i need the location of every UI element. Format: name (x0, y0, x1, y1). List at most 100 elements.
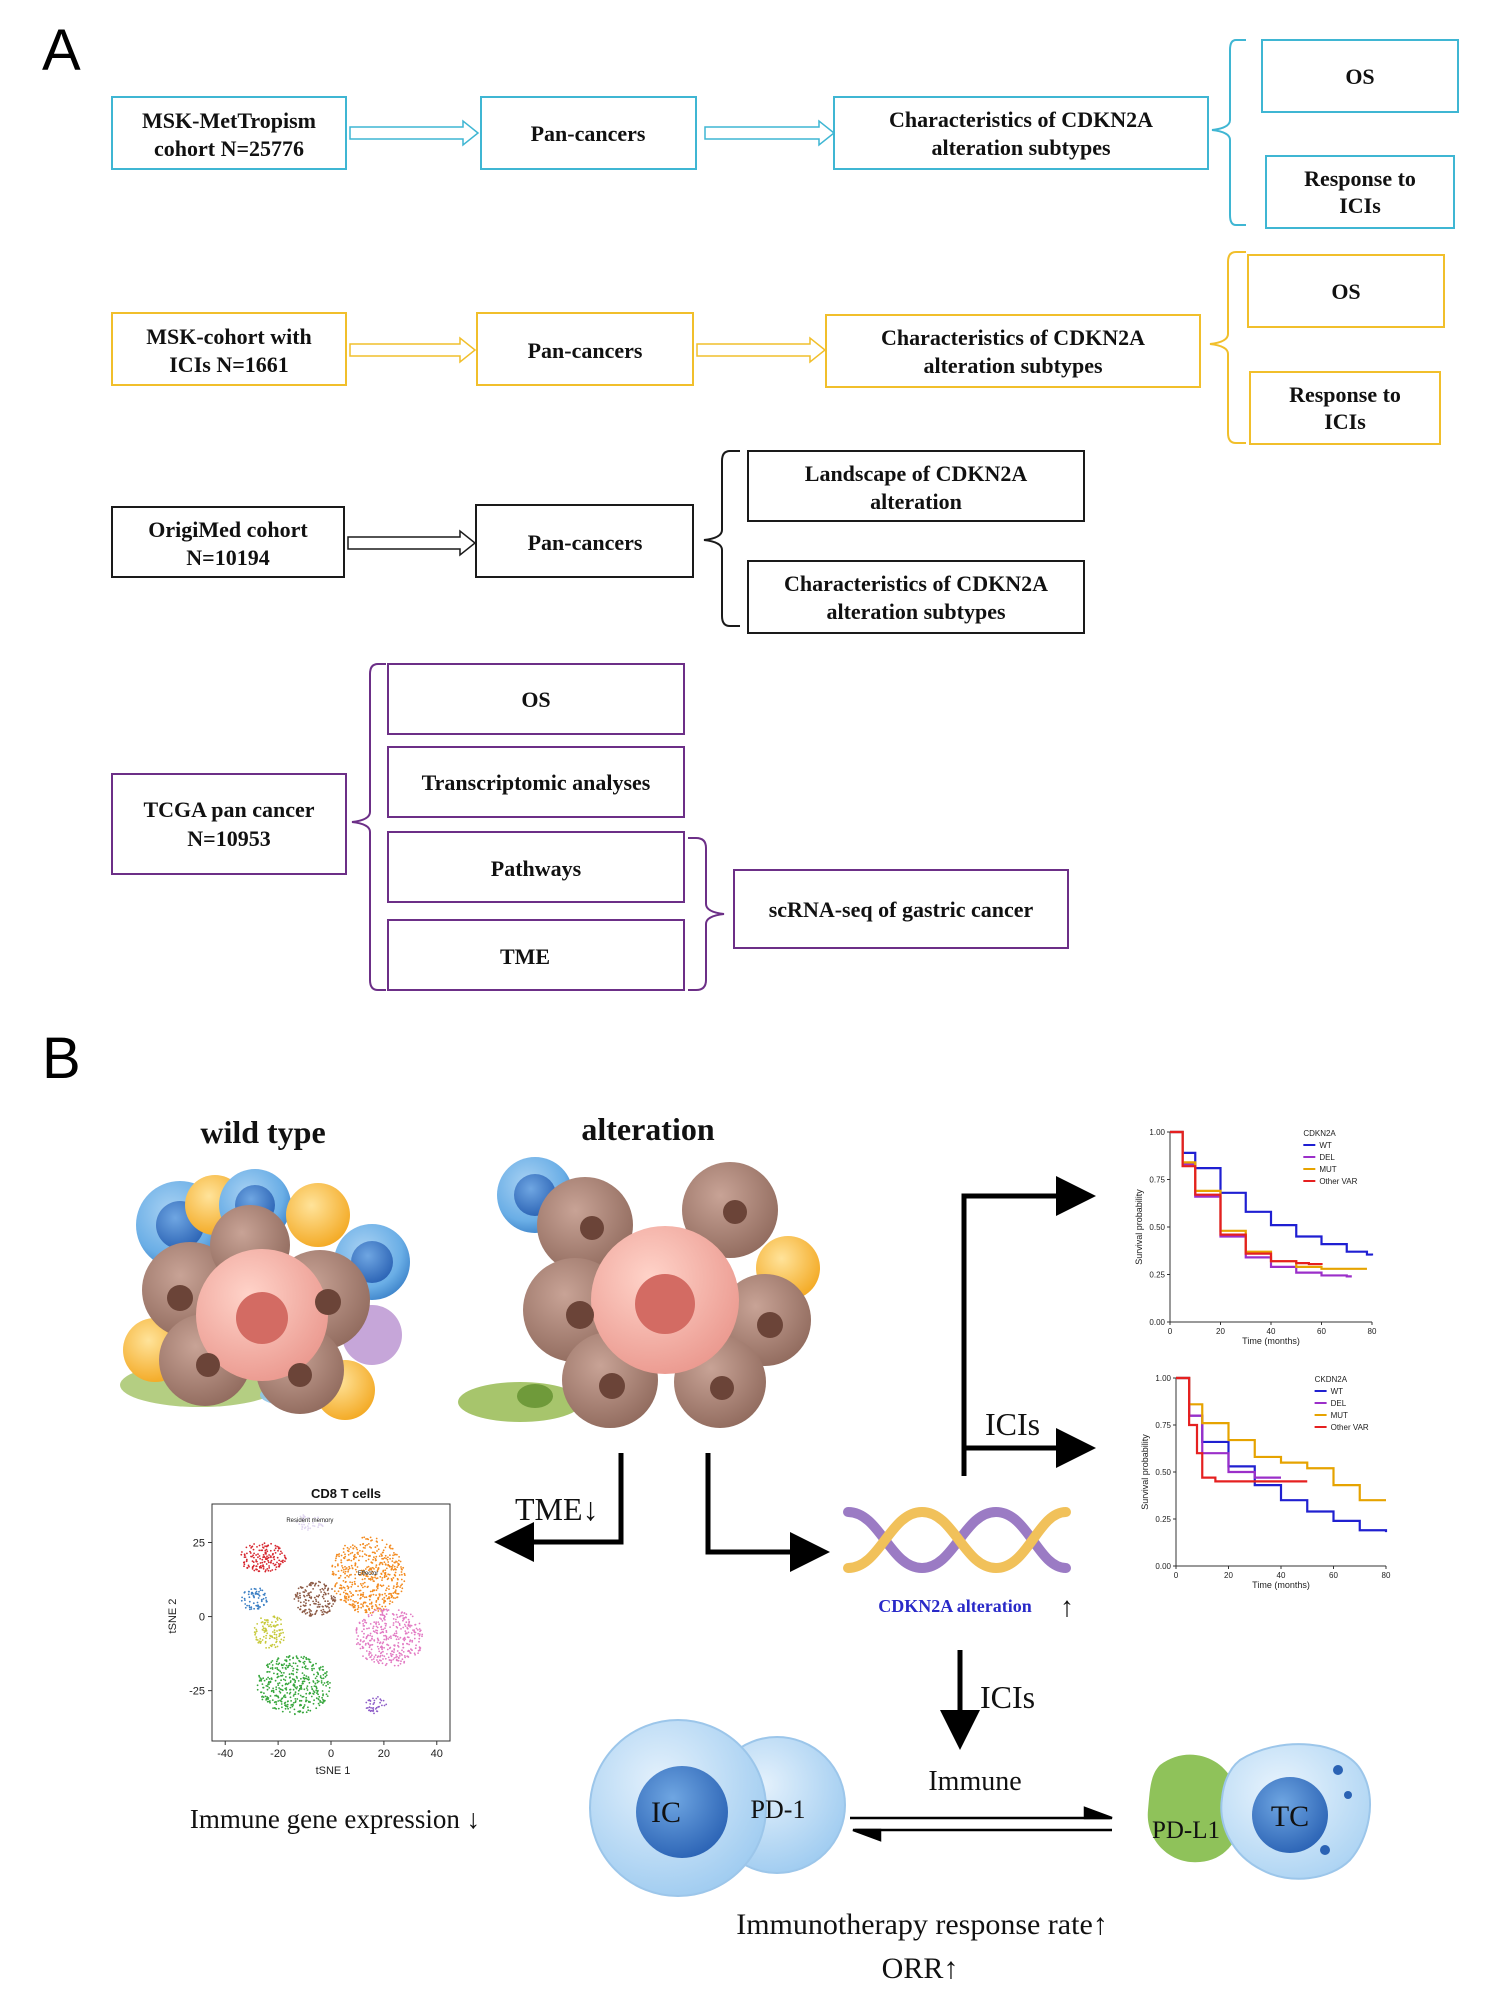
tsne-point (359, 1543, 362, 1546)
wild-type-title: wild type (200, 1114, 325, 1150)
tsne-point (392, 1613, 395, 1615)
tsne-point (401, 1611, 403, 1614)
tsne-point (416, 1629, 419, 1631)
tsne-point (400, 1590, 403, 1593)
tsne-point (391, 1564, 394, 1567)
tsne-point (279, 1629, 282, 1631)
tsne-point (250, 1555, 252, 1558)
tsne-point (305, 1602, 307, 1605)
tsne-point (283, 1636, 286, 1639)
tsne-point (279, 1634, 281, 1637)
tsne-point (322, 1665, 324, 1668)
tsne-point (376, 1632, 379, 1635)
tsne-point (298, 1711, 301, 1713)
tsne-point (252, 1602, 255, 1605)
tsne-point (277, 1624, 279, 1626)
tsne-point (387, 1577, 390, 1580)
tsne-point (368, 1598, 371, 1601)
tsne-point (393, 1632, 396, 1635)
tsne-point (251, 1568, 254, 1570)
tsne-point (277, 1546, 280, 1548)
tsne-point (292, 1704, 295, 1706)
tsne-point (390, 1592, 392, 1595)
tsne-point (379, 1584, 382, 1587)
tsne-point (381, 1551, 384, 1554)
tsne-point (257, 1641, 260, 1644)
tsne-point (378, 1650, 381, 1653)
tsne-point (403, 1655, 406, 1657)
tsne-point (313, 1667, 315, 1670)
tsne-point (258, 1594, 261, 1597)
tsne-cluster-labels: Resident memory Effector (286, 1518, 378, 1577)
tsne-point (294, 1593, 297, 1596)
tsne-point (414, 1653, 416, 1656)
tsne-point (256, 1688, 259, 1691)
tsne-point (400, 1628, 402, 1630)
alteration-tumor-illustration (458, 1157, 820, 1428)
tsne-point (351, 1583, 354, 1586)
tsne-point (342, 1591, 345, 1594)
tsne-point (303, 1660, 306, 1663)
box-pan-cancers-1 (480, 96, 697, 170)
tsne-point (250, 1593, 253, 1595)
tsne-point (292, 1662, 295, 1664)
box-landscape (747, 450, 1085, 522)
ic-label: IC (651, 1796, 681, 1829)
tsne-point (373, 1699, 376, 1702)
tsne-point (285, 1704, 287, 1707)
tsne-point (258, 1590, 260, 1593)
tsne-point (391, 1566, 394, 1568)
tsne-point (371, 1607, 373, 1609)
tsne-point (330, 1605, 333, 1608)
tsne-point (266, 1700, 269, 1703)
tsne-point (386, 1653, 388, 1655)
tsne-point (402, 1646, 405, 1649)
tsne-point (256, 1623, 259, 1625)
tsne-point (271, 1660, 274, 1662)
tsne-point (287, 1666, 289, 1669)
tsne-point (258, 1570, 260, 1573)
tsne-point (268, 1663, 271, 1665)
tsne-point (270, 1559, 273, 1562)
tsne-point (397, 1638, 400, 1640)
km-ytick: 0.50 (1149, 1223, 1165, 1232)
tsne-point (408, 1620, 411, 1623)
tsne-point (392, 1634, 395, 1637)
tsne-point (376, 1569, 379, 1572)
tsne-point (342, 1580, 345, 1582)
tsne-point (269, 1644, 272, 1647)
tsne-point (313, 1699, 315, 1702)
tsne-point (299, 1608, 301, 1611)
tsne-point (315, 1595, 318, 1597)
tsne-point (379, 1646, 382, 1649)
tsne-point (387, 1573, 390, 1576)
tsne-point (252, 1554, 255, 1557)
tsne-point (290, 1704, 293, 1706)
tsne-point (341, 1565, 343, 1567)
tsne-point (252, 1561, 255, 1563)
tsne-point (372, 1697, 374, 1700)
tsne-point (339, 1593, 342, 1596)
tsne-point (313, 1602, 315, 1605)
tsne-point (260, 1691, 262, 1694)
tsne-point (350, 1573, 352, 1576)
tsne-point (371, 1551, 374, 1554)
tsne-point (369, 1639, 371, 1642)
tsne-point (392, 1577, 395, 1579)
tsne-point (278, 1682, 281, 1684)
km-curve-mut (1170, 1130, 1367, 1270)
tsne-point (355, 1632, 358, 1634)
tsne-point (296, 1592, 299, 1594)
tsne-point (384, 1622, 386, 1625)
tsne-point (363, 1632, 365, 1635)
tsne-point (375, 1605, 378, 1608)
tsne-point (289, 1658, 291, 1661)
tsne-point (382, 1549, 385, 1552)
box-os-4 (387, 663, 685, 735)
tsne-point (413, 1630, 416, 1633)
tsne-point (299, 1586, 302, 1588)
tsne-point (272, 1562, 275, 1565)
tsne-point (354, 1568, 357, 1571)
tsne-point (379, 1561, 382, 1564)
tsne-point (275, 1703, 278, 1706)
